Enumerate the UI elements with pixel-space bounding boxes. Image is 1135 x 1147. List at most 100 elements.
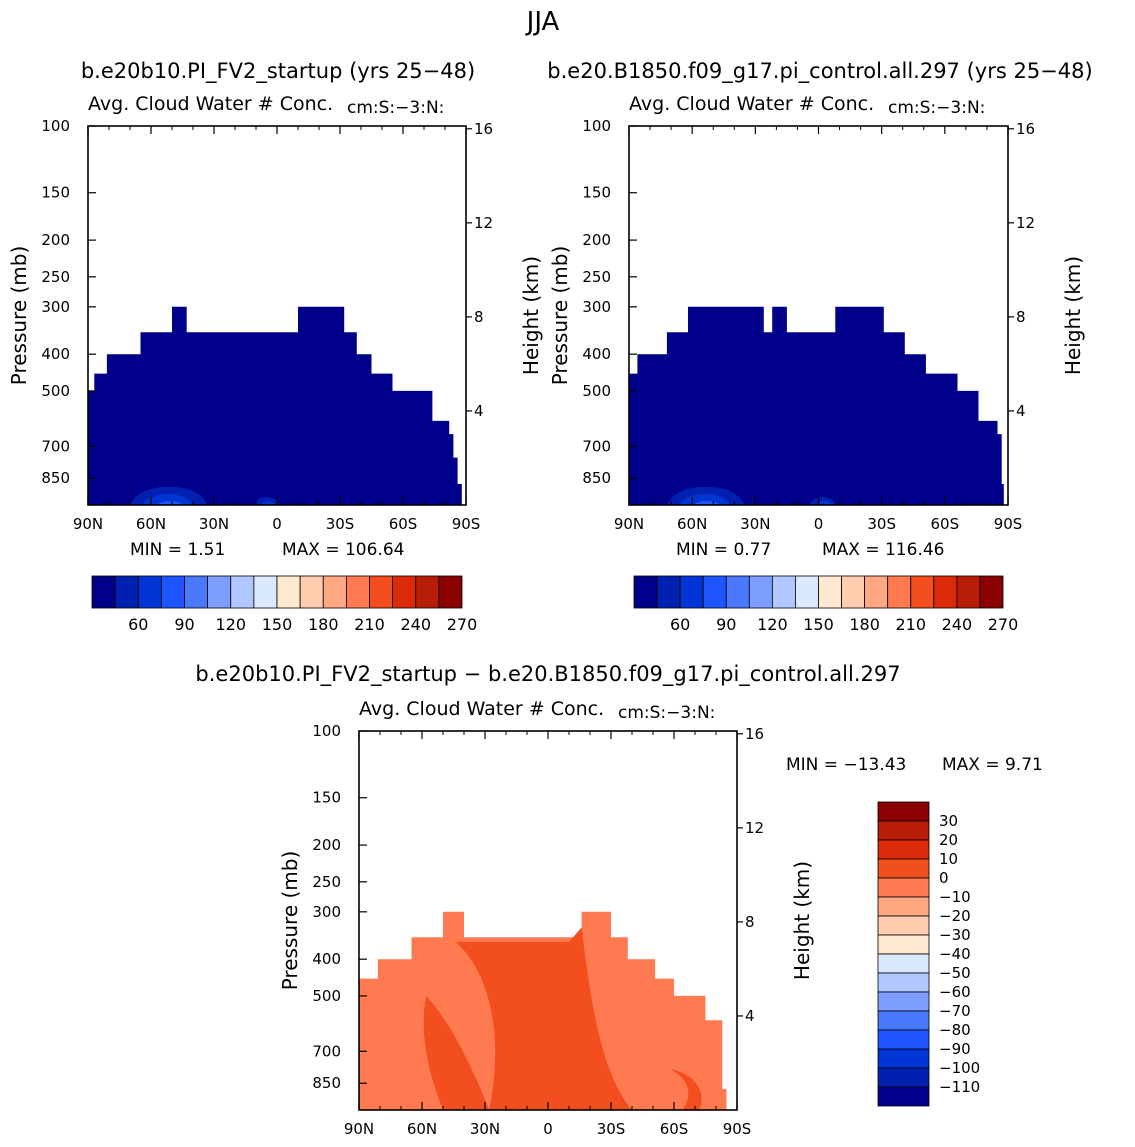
y-tick-label: 850 <box>312 1074 341 1092</box>
x-tick-label: 30N <box>199 515 229 533</box>
colorbar-label: 90 <box>716 615 736 634</box>
colorbar-label: −80 <box>939 1021 971 1039</box>
colorbar-label: 120 <box>215 615 246 634</box>
y-tick-label: 300 <box>312 903 341 921</box>
x-tick-label: 90S <box>994 515 1023 533</box>
colorbar-box <box>702 575 727 609</box>
subtitle-right: b.e20.B1850.f09_g17.pi_control.all.297 (… <box>547 59 1092 84</box>
field-high-mid <box>142 494 193 505</box>
x-tick-label: 0 <box>814 515 824 533</box>
colorbar-box <box>725 575 750 609</box>
y-right-tick-label: 4 <box>1016 402 1026 420</box>
colorbar-box <box>818 575 842 609</box>
x-tick-label: 60S <box>931 515 960 533</box>
field-difference <box>359 911 727 1110</box>
colorbar-box <box>438 575 463 609</box>
y-tick-label: 150 <box>312 789 341 807</box>
panel-units: cm:S:−3:N: <box>347 98 444 118</box>
y-tick-label: 250 <box>41 268 70 286</box>
x-tick-label: 30S <box>597 1120 626 1138</box>
x-tick-label: 90S <box>723 1120 752 1138</box>
figure-title: JJA <box>525 7 560 37</box>
colorbar-label: 210 <box>895 615 926 634</box>
colorbar-box <box>230 575 255 609</box>
colorbar-label: 240 <box>942 615 973 634</box>
max-label: MAX = 9.71 <box>942 755 1043 775</box>
y-right-tick-label: 8 <box>474 308 484 326</box>
colorbar-box <box>877 877 930 898</box>
y-right-tick-label: 12 <box>474 214 493 232</box>
colorbar-box <box>887 575 912 609</box>
colorbar-box <box>633 575 658 609</box>
colorbar-box <box>299 575 324 609</box>
colorbar-label: 180 <box>308 615 339 634</box>
y-tick-label: 700 <box>312 1042 341 1060</box>
field-model-a <box>88 306 462 505</box>
y-axis-label-right: Height (km) <box>790 861 814 980</box>
y-right-tick-label: 16 <box>745 725 764 743</box>
colorbar-label: 60 <box>128 615 148 634</box>
colorbar-label: 10 <box>939 850 958 868</box>
colorbar-label: 20 <box>939 831 958 849</box>
colorbar-label: 270 <box>447 615 478 634</box>
y-axis-label: Pressure (mb) <box>278 851 302 991</box>
colorbar-box <box>679 575 704 609</box>
y-tick-label: 200 <box>312 836 341 854</box>
y-tick-label: 500 <box>41 382 70 400</box>
x-tick-label: 0 <box>543 1120 553 1138</box>
min-label: MIN = −13.43 <box>786 755 906 775</box>
field-high-mid <box>816 501 833 505</box>
colorbar-box <box>392 575 417 609</box>
difference-title: b.e20b10.PI_FV2_startup − b.e20.B1850.f0… <box>195 662 900 687</box>
colorbar-box <box>114 575 139 609</box>
x-tick-label: 90N <box>73 515 103 533</box>
y-right-tick-label: 16 <box>474 120 493 138</box>
colorbar-box <box>877 991 930 1012</box>
colorbar-label: −20 <box>939 907 971 925</box>
y-tick-label: 100 <box>41 117 70 135</box>
x-tick-label: 60S <box>660 1120 689 1138</box>
colorbar-label: 150 <box>803 615 834 634</box>
colorbar-label: 90 <box>174 615 194 634</box>
field-contour-0 <box>455 927 632 1110</box>
field-high-mid <box>260 501 277 505</box>
x-tick-label: 90S <box>452 515 481 533</box>
y-tick-label: 250 <box>582 268 611 286</box>
y-right-tick-label: 12 <box>1016 214 1035 232</box>
panel-title: Avg. Cloud Water # Conc. <box>629 93 874 115</box>
colorbar-box <box>877 1029 930 1050</box>
colorbar-box <box>877 896 930 917</box>
colorbar-box <box>877 858 930 879</box>
y-axis-label-right: Height (km) <box>1061 256 1085 375</box>
field-contour-1 <box>423 995 490 1110</box>
x-tick-label: 30N <box>740 515 770 533</box>
colorbar-label: 240 <box>400 615 431 634</box>
y-tick-label: 300 <box>582 298 611 316</box>
x-tick-label: 30N <box>470 1120 500 1138</box>
y-right-tick-label: 4 <box>745 1007 755 1025</box>
y-right-tick-label: 12 <box>745 819 764 837</box>
colorbar-box <box>137 575 162 609</box>
colorbar-box <box>979 575 1004 609</box>
field-contour-2 <box>669 1069 702 1110</box>
colorbar-box <box>877 972 930 993</box>
colorbar-box <box>322 575 347 609</box>
colorbar-box <box>910 575 935 609</box>
max-label: MAX = 106.64 <box>282 540 404 560</box>
panel-title: Avg. Cloud Water # Conc. <box>88 93 333 115</box>
y-tick-label: 150 <box>582 184 611 202</box>
colorbar-label: −10 <box>939 888 971 906</box>
colorbar-label: 30 <box>939 812 958 830</box>
colorbar-box <box>771 575 796 609</box>
y-tick-label: 700 <box>582 437 611 455</box>
colorbar-box <box>933 575 958 609</box>
panel-units: cm:S:−3:N: <box>618 703 715 723</box>
min-label: MIN = 0.77 <box>676 540 771 560</box>
colorbar-box <box>253 575 278 609</box>
colorbar-label: 180 <box>849 615 880 634</box>
subtitle-left: b.e20b10.PI_FV2_startup (yrs 25−48) <box>81 59 475 84</box>
colorbar-label: 150 <box>262 615 293 634</box>
colorbar-box <box>656 575 681 609</box>
colorbar-box <box>877 801 930 822</box>
